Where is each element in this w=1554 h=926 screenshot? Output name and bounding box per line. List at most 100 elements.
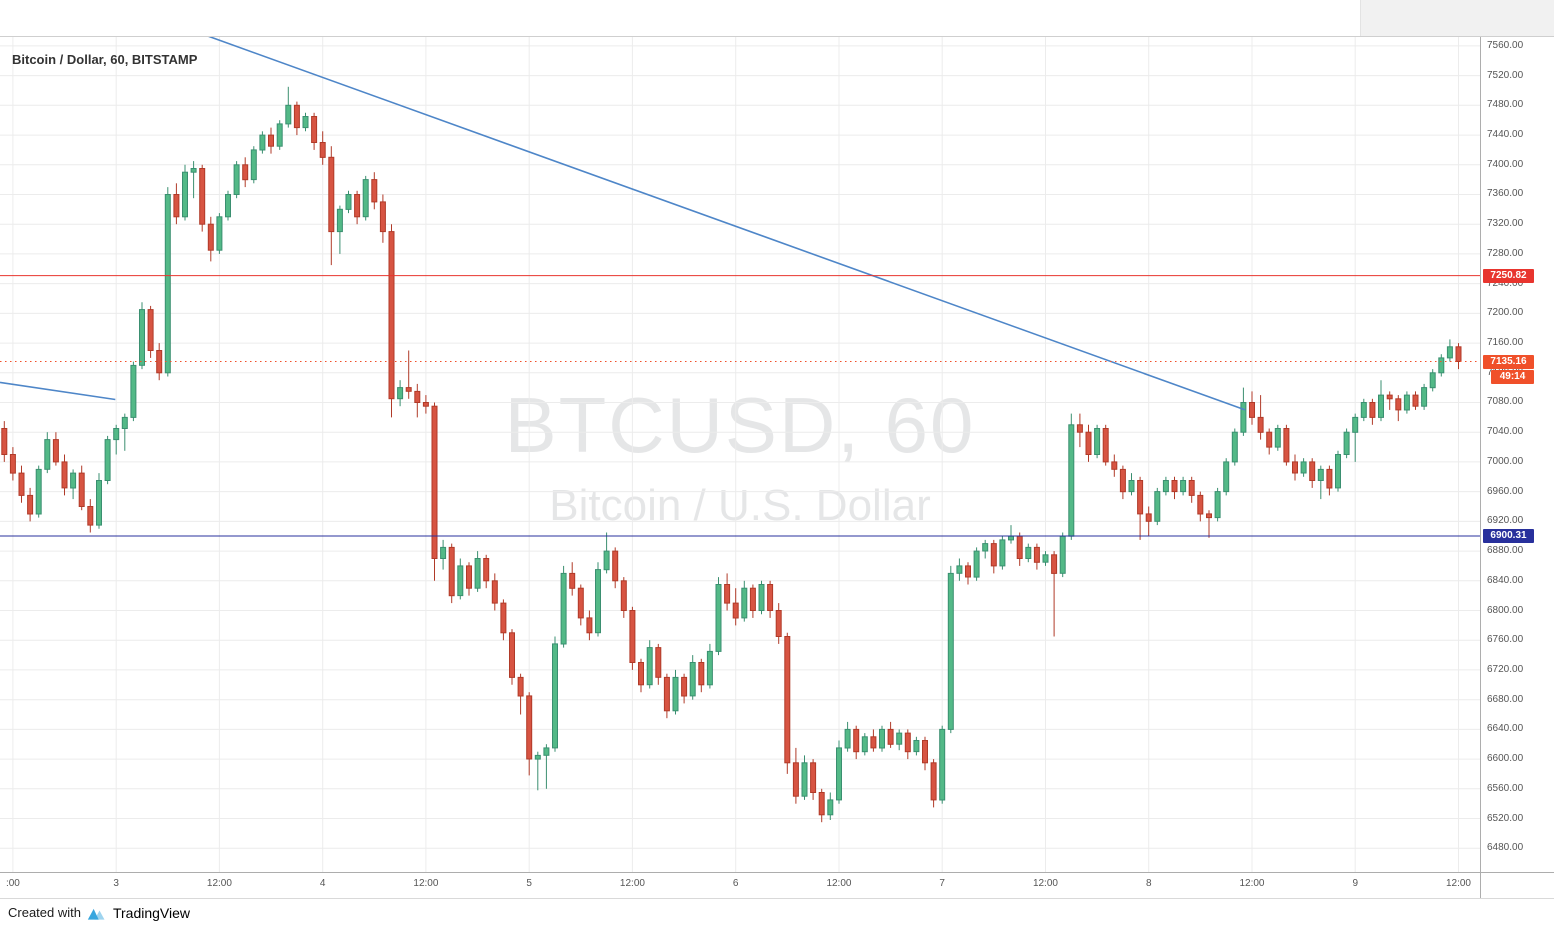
candle-body <box>1335 454 1341 489</box>
price-tick-label: 6560.00 <box>1487 782 1524 794</box>
candle-body <box>466 565 472 589</box>
candle-body <box>182 171 188 218</box>
candle-body <box>139 309 145 366</box>
candle-body <box>1076 424 1083 433</box>
candle-body <box>104 439 111 482</box>
candle-body <box>156 350 163 374</box>
candle-body <box>612 550 619 582</box>
candle-body <box>190 168 197 173</box>
candle-body <box>1403 394 1410 411</box>
candle-body <box>870 736 877 749</box>
candle-body <box>990 543 997 567</box>
price-tick-label: 7200.00 <box>1487 307 1524 319</box>
candle-body <box>1231 431 1238 463</box>
candle-body <box>741 587 748 619</box>
candle-body <box>1094 428 1101 455</box>
candle-body <box>1412 394 1419 407</box>
trendline[interactable] <box>140 37 1246 411</box>
candle-body <box>388 231 395 400</box>
candle-body <box>922 740 928 764</box>
candle-body <box>861 736 868 753</box>
candle-body <box>1395 398 1402 411</box>
price-tick-label: 6880.00 <box>1487 545 1524 557</box>
axis-corner <box>1480 872 1554 898</box>
candle-body <box>939 728 946 801</box>
candle-body <box>9 454 16 474</box>
time-axis[interactable]: :00 3 12:00 4 12:00 5 12:00 6 12:00 7 12:00 8 12:00 9… <box>0 872 1480 898</box>
candle-body <box>913 740 920 753</box>
trendline[interactable] <box>0 381 116 401</box>
price-tick-label: 7560.00 <box>1487 39 1524 51</box>
tradingview-link[interactable]: TradingView <box>112 904 191 921</box>
candle-body <box>1016 535 1023 560</box>
price-tick-label: 7360.00 <box>1487 188 1524 200</box>
candle-body <box>1257 416 1264 433</box>
candle-body <box>896 732 903 745</box>
candle-body <box>414 390 421 403</box>
candle-body <box>52 439 59 463</box>
candle-body <box>973 550 980 578</box>
candle-body <box>70 472 77 489</box>
candle-body <box>216 216 223 251</box>
candle-body <box>586 617 593 634</box>
candle-body <box>715 584 722 652</box>
time-tick-label: 4 <box>319 878 326 889</box>
candle-body <box>1386 394 1393 400</box>
last-price-line-label: 7135.16 <box>1483 354 1534 369</box>
candle-body <box>448 546 455 597</box>
price-tick-label: 6640.00 <box>1487 723 1524 735</box>
candle-body <box>285 104 292 125</box>
time-tick-label: 8 <box>1145 878 1152 889</box>
candle-body <box>724 584 731 604</box>
candle-body <box>836 747 842 801</box>
symbol-legend[interactable]: Bitcoin / Dollar, 60, BITSTAMP <box>12 52 198 67</box>
candle-body <box>225 194 231 218</box>
candle-body <box>853 728 860 753</box>
candle-body <box>844 728 851 749</box>
candle-body <box>681 676 688 697</box>
bar-countdown-label: 49:14 <box>1491 369 1534 384</box>
candle-body <box>784 636 791 764</box>
price-tick-label: 6960.00 <box>1487 485 1524 497</box>
candle-body <box>1283 428 1290 463</box>
candle-body <box>440 546 447 559</box>
candle-body <box>354 194 361 218</box>
candle-body <box>173 194 180 218</box>
candle-body <box>603 550 610 571</box>
candle-body <box>1008 535 1014 541</box>
candle-body <box>1033 546 1040 563</box>
price-tick-label: 6920.00 <box>1487 515 1524 527</box>
attribution-bar: Created with TradingView <box>0 898 1554 926</box>
horizontal-line-7250-label: 7250.82 <box>1483 268 1534 283</box>
candle-body <box>758 584 765 611</box>
time-tick-label: 5 <box>526 878 532 889</box>
candle-body <box>199 168 206 225</box>
candle-body <box>491 580 498 604</box>
candle-body <box>1145 513 1152 522</box>
candle-body <box>27 494 34 515</box>
candle-body <box>207 223 214 251</box>
price-tick-label: 7160.00 <box>1487 337 1524 349</box>
price-axis[interactable]: 7560.00 7520.00 7480.00 7440.00 7400.00 7360.… <box>1480 37 1554 872</box>
candle-body <box>379 201 386 233</box>
candle-body <box>147 309 154 352</box>
candle-body <box>965 565 971 578</box>
candle-body <box>1197 494 1204 515</box>
candlestick-chart[interactable] <box>0 37 1480 872</box>
tradingview-logo-icon[interactable] <box>87 905 107 921</box>
price-tick-label: 6480.00 <box>1487 842 1524 854</box>
price-tick-label: 6680.00 <box>1487 693 1524 705</box>
horizontal-line-6900-label: 6900.31 <box>1483 528 1534 543</box>
candle-body <box>474 558 481 589</box>
candle-body <box>1326 468 1333 489</box>
price-tick-label: 7400.00 <box>1487 158 1524 170</box>
price-tick-label: 6840.00 <box>1487 574 1524 586</box>
chart-plot-area[interactable]: BTCUSD, 60 Bitcoin / U.S. Dollar Bitcoin… <box>0 37 1480 872</box>
candle-body <box>534 754 541 760</box>
chart-container: BTCUSD, 60 Bitcoin / U.S. Dollar Bitcoin… <box>0 37 1554 898</box>
time-tick-label: 12:00 <box>413 878 439 889</box>
candle-body <box>577 587 584 619</box>
candle-body <box>552 643 558 749</box>
candle-body <box>1111 461 1118 470</box>
